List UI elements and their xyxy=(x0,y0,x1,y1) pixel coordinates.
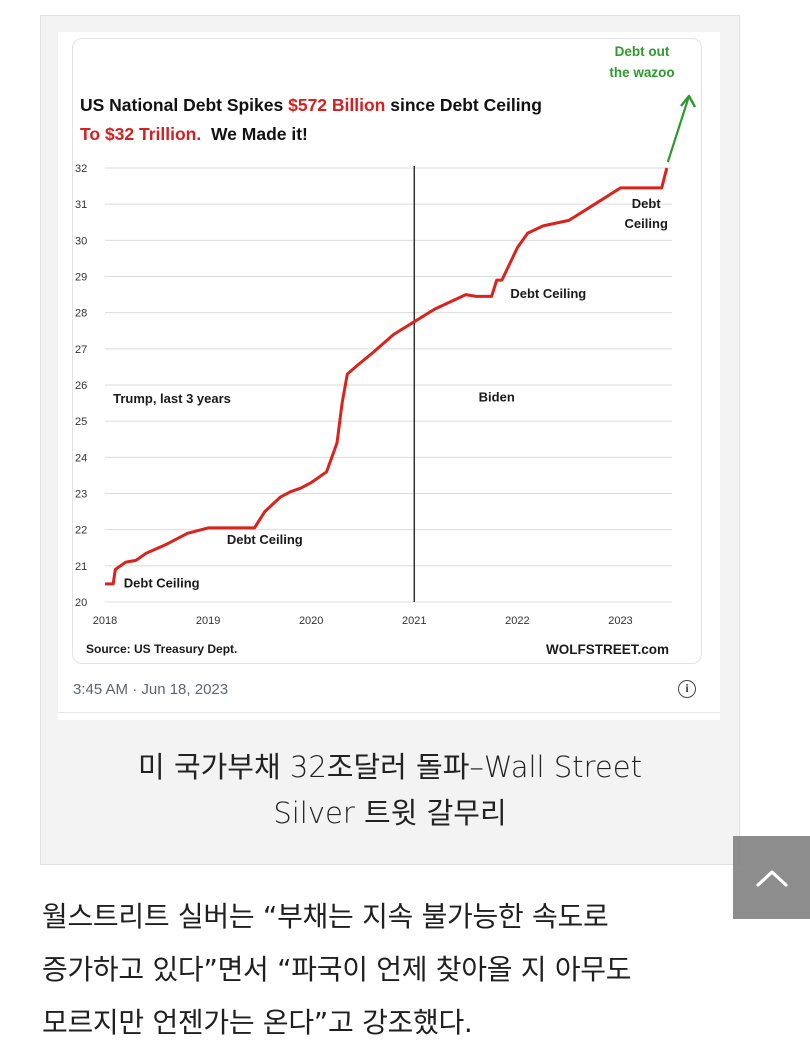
x-tick-label: 2018 xyxy=(93,615,117,627)
chart-title-line-1: US National Debt Spikes $572 Billion sin… xyxy=(80,95,542,115)
chart-annotation: Debt Ceiling xyxy=(510,286,586,301)
chart-annotation: Debt Ceiling xyxy=(124,576,200,591)
arrow-note: Debt out xyxy=(615,44,670,59)
chevron-up-icon xyxy=(755,869,788,887)
chart-annotation: Biden xyxy=(479,389,515,404)
article-paragraph: 월스트리트 실버는 “부채는 지속 불가능한 속도로 증가하고 있다”면서 “파… xyxy=(42,890,782,1049)
arrow-shaft xyxy=(666,95,691,163)
y-tick-label: 28 xyxy=(75,308,87,320)
x-tick-label: 2021 xyxy=(402,615,426,627)
x-tick-label: 2020 xyxy=(299,615,323,627)
info-icon[interactable]: i xyxy=(678,680,696,698)
y-tick-label: 29 xyxy=(75,272,87,284)
title-part: since Debt Ceiling xyxy=(385,95,542,115)
caption-line-2: Silver 트윗 갈무리 xyxy=(273,796,507,830)
title-part: We Made it! xyxy=(201,124,308,144)
title-part: To $32 Trillion. xyxy=(80,124,201,144)
y-tick-label: 23 xyxy=(75,489,87,501)
y-tick-label: 22 xyxy=(75,525,87,537)
chart-title-line-2: To $32 Trillion. We Made it! xyxy=(80,124,308,144)
debt-series-line xyxy=(105,167,669,586)
debt-chart: US National Debt Spikes $572 Billion sin… xyxy=(75,44,697,657)
chart-brand: WOLFSTREET.com xyxy=(546,642,669,657)
x-tick-label: 2022 xyxy=(505,615,529,627)
y-tick-label: 20 xyxy=(75,597,87,609)
paragraph-line-2: 증가하고 있다”면서 “파국이 언제 찾아올 지 아무도 xyxy=(42,953,632,986)
title-part: US National Debt Spikes xyxy=(80,95,288,115)
paragraph-line-3: 모르지만 언젠가는 온다”고 강조했다. xyxy=(42,1006,473,1039)
scroll-to-top-button[interactable] xyxy=(733,836,810,919)
chart-source: Source: US Treasury Dept. xyxy=(86,642,237,656)
tweet-timestamp[interactable]: 3:45 AM · Jun 18, 2023 xyxy=(73,681,229,698)
figure-caption: 미 국가부채 32조달러 돌파–Wall Street Silver 트윗 갈무… xyxy=(62,744,718,836)
y-tick-label: 32 xyxy=(75,163,87,175)
arrow-head xyxy=(680,94,697,108)
y-tick-label: 31 xyxy=(75,199,87,211)
y-tick-label: 24 xyxy=(75,452,87,464)
chart-annotation: Trump, last 3 years xyxy=(113,391,231,406)
y-tick-label: 25 xyxy=(75,416,87,428)
tweet-divider xyxy=(58,712,720,713)
chart-annotation: Ceiling xyxy=(625,216,668,231)
title-part: $572 Billion xyxy=(288,95,385,115)
y-tick-label: 27 xyxy=(75,344,87,356)
caption-line-1: 미 국가부채 32조달러 돌파–Wall Street xyxy=(138,750,642,784)
chart-card xyxy=(72,38,702,664)
y-tick-label: 26 xyxy=(75,380,87,392)
paragraph-line-1: 월스트리트 실버는 “부채는 지속 불가능한 속도로 xyxy=(42,900,609,933)
y-tick-label: 21 xyxy=(75,561,87,573)
x-tick-label: 2023 xyxy=(608,615,632,627)
y-tick-label: 30 xyxy=(75,235,87,247)
x-tick-label: 2019 xyxy=(196,615,220,627)
chart-annotation: Debt xyxy=(632,196,662,211)
chart-annotation: Debt Ceiling xyxy=(227,532,303,547)
arrow-note: the wazoo xyxy=(609,65,674,80)
